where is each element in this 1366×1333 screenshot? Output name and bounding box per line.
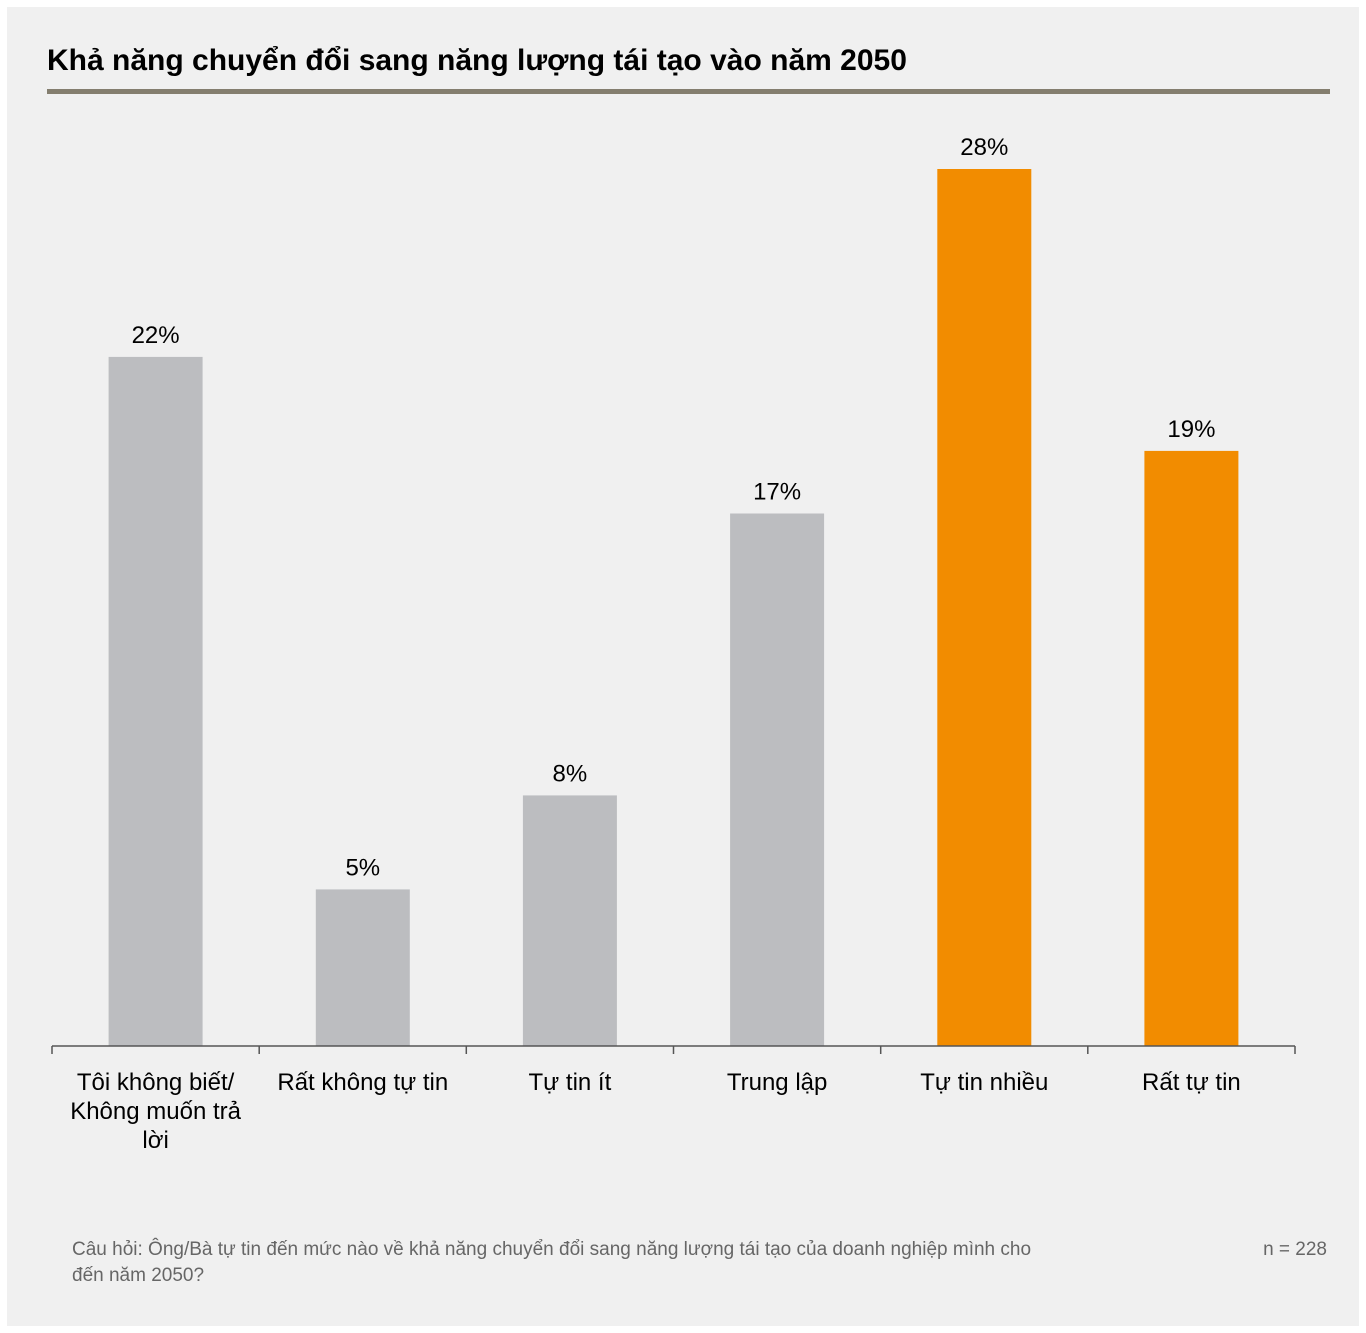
category-label: Tự tin nhiều: [920, 1069, 1048, 1096]
data-label: 17%: [753, 479, 801, 506]
title-rule: [47, 89, 1330, 94]
bar: [1144, 450, 1239, 1046]
category-label: Rất tự tin: [1142, 1069, 1241, 1096]
bar: [315, 889, 410, 1046]
data-label: 8%: [553, 760, 588, 787]
sample-size: n = 228: [1263, 1239, 1327, 1260]
data-label: 28%: [960, 134, 1008, 161]
bar: [522, 795, 617, 1046]
category-label: Tôi không biết/: [77, 1069, 235, 1096]
category-label: Tự tin ít: [529, 1069, 612, 1096]
category-label: Không muốn trả: [70, 1098, 241, 1125]
bar: [937, 169, 1032, 1046]
data-label: 5%: [345, 854, 380, 881]
chart-title: Khả năng chuyển đổi sang năng lượng tái …: [47, 44, 907, 77]
category-label: lời: [142, 1127, 168, 1154]
data-label: 22%: [132, 322, 180, 349]
category-label: Trung lập: [727, 1069, 828, 1096]
bar: [108, 356, 203, 1046]
survey-question-footnote: Câu hỏi: Ông/Bà tự tin đến mức nào về kh…: [72, 1239, 1032, 1286]
category-label: Rất không tự tin: [277, 1069, 448, 1096]
chart-panel: [7, 7, 1359, 1326]
bar: [730, 513, 825, 1046]
data-label: 19%: [1167, 416, 1215, 443]
